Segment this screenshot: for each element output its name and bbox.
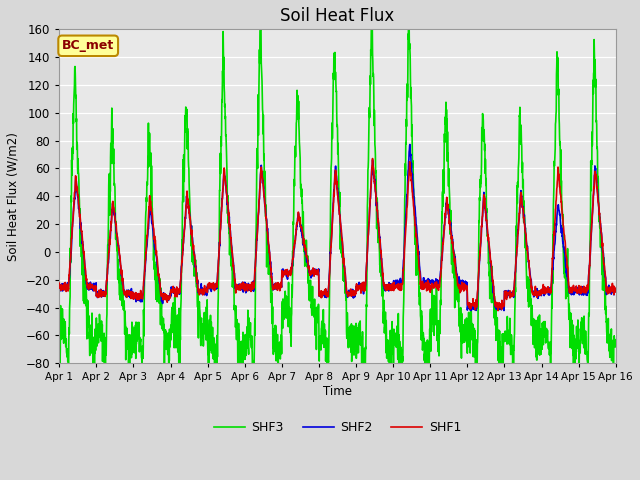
- SHF1: [494, 308, 502, 313]
- SHF3: [56, 340, 63, 346]
- SHF3: [579, 333, 586, 338]
- Text: BC_met: BC_met: [62, 39, 115, 52]
- SHF3: [211, 341, 218, 347]
- SHF2: [406, 142, 413, 147]
- SHF1: [369, 156, 376, 161]
- SHF1: [365, 210, 373, 216]
- SHF1: [353, 287, 361, 293]
- Line: SHF2: SHF2: [60, 144, 616, 311]
- Y-axis label: Soil Heat Flux (W/m2): Soil Heat Flux (W/m2): [7, 132, 20, 261]
- SHF2: [500, 308, 508, 313]
- SHF3: [563, 276, 571, 281]
- SHF3: [422, 380, 430, 386]
- SHF3: [365, 109, 373, 115]
- Line: SHF3: SHF3: [60, 7, 616, 383]
- SHF3: [404, 4, 412, 10]
- SHF3: [353, 350, 361, 356]
- SHF3: [612, 344, 620, 350]
- Title: Soil Heat Flux: Soil Heat Flux: [280, 7, 395, 25]
- SHF1: [579, 286, 586, 292]
- SHF2: [56, 282, 63, 288]
- SHF2: [211, 284, 218, 290]
- SHF2: [499, 305, 507, 311]
- SHF1: [56, 280, 63, 286]
- SHF1: [500, 300, 508, 306]
- SHF2: [563, 273, 571, 279]
- SHF2: [579, 288, 586, 294]
- SHF1: [612, 289, 620, 295]
- SHF3: [500, 342, 508, 348]
- X-axis label: Time: Time: [323, 385, 352, 398]
- SHF1: [211, 288, 218, 293]
- Line: SHF1: SHF1: [60, 158, 616, 311]
- SHF2: [365, 211, 373, 216]
- SHF1: [563, 256, 571, 262]
- SHF2: [353, 285, 361, 290]
- SHF2: [612, 286, 620, 292]
- Legend: SHF3, SHF2, SHF1: SHF3, SHF2, SHF1: [209, 416, 466, 439]
